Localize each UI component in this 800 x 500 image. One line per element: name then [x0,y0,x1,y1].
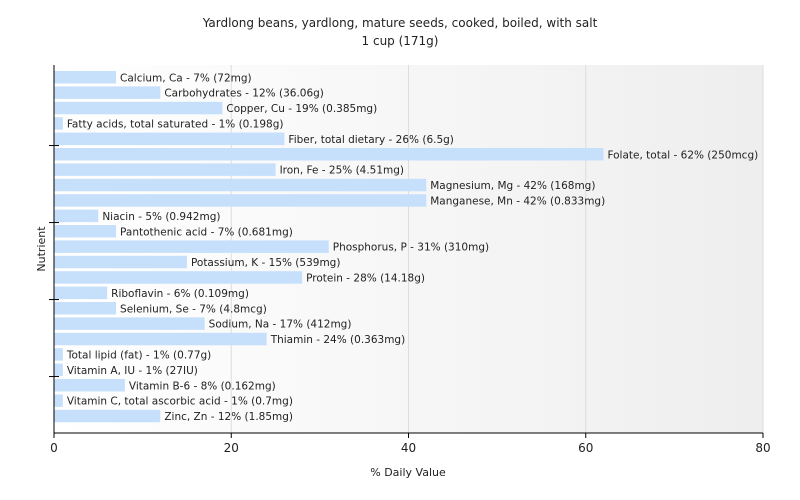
bar-label: Protein - 28% (14.18g) [306,272,425,284]
bar [54,117,63,130]
bar-label: Fiber, total dietary - 26% (6.5g) [288,134,453,146]
x-tick-label: 0 [50,441,58,455]
x-tick-label: 40 [401,441,416,455]
bar [54,317,205,330]
bar-label: Phosphorus, P - 31% (310mg) [333,242,489,254]
bar [54,178,427,192]
bar-label: Magnesium, Mg - 42% (168mg) [430,180,595,192]
bar-label: Selenium, Se - 7% (4.8mcg) [120,303,267,315]
bar [54,379,125,392]
grid-lines [230,65,764,433]
bar-label: Carbohydrates - 12% (36.06g) [164,88,324,100]
bar [54,101,223,115]
bar-label: Potassium, K - 15% (539mg) [191,257,341,269]
axes: 0 20 40 60 80 [49,65,771,455]
bar-label: Zinc, Zn - 12% (1.85mg) [164,411,293,423]
bar-label: Calcium, Ca - 7% (72mg) [120,72,252,84]
bar [54,394,63,407]
bar [54,255,187,269]
bar-label: Riboflavin - 6% (0.109mg) [111,288,249,300]
bar-label: Vitamin B-6 - 8% (0.162mg) [129,380,276,392]
bar-label: Vitamin A, IU - 1% (27IU) [67,365,198,377]
bar-label: Folate, total - 62% (250mcg) [607,149,758,161]
bar [54,286,108,300]
bar [54,71,117,84]
chart-subtitle: 1 cup (171g) [362,34,439,48]
bar [54,163,276,176]
x-tick-label: 80 [755,441,770,455]
bar [54,348,63,361]
bar [54,194,427,207]
bar-label: Vitamin C, total ascorbic acid - 1% (0.7… [67,396,293,408]
bar-label: Thiamin - 24% (0.363mg) [270,334,406,346]
bar [54,332,267,346]
x-axis-label: % Daily Value [370,466,446,479]
bar [54,148,604,161]
bars: Calcium, Ca - 7% (72mg) Carbohydrates - 1… [54,71,758,423]
bar [54,225,117,238]
x-tick-label: 20 [224,441,239,455]
bar-label: Pantothenic acid - 7% (0.681mg) [120,226,293,238]
bar-label: Niacin - 5% (0.942mg) [102,211,220,223]
bar-label: Total lipid (fat) - 1% (0.77g) [66,349,211,361]
bar [54,302,117,315]
x-tick-label: 60 [578,441,593,455]
bar-label: Copper, Cu - 19% (0.385mg) [226,103,377,115]
bar [54,86,161,99]
bar [54,132,285,146]
bar-label: Manganese, Mn - 42% (0.833mg) [430,195,605,207]
y-axis-label: Nutrient [35,226,48,272]
bar-label: Fatty acids, total saturated - 1% (0.198… [67,118,284,130]
bar [54,409,161,423]
bar [54,240,329,253]
bar-label: Iron, Fe - 25% (4.51mg) [280,165,404,177]
chart-title: Yardlong beans, yardlong, mature seeds, … [202,16,598,30]
bar-label: Sodium, Na - 17% (412mg) [209,319,352,331]
bar [54,363,63,377]
bar [54,271,303,284]
bar [54,209,99,223]
